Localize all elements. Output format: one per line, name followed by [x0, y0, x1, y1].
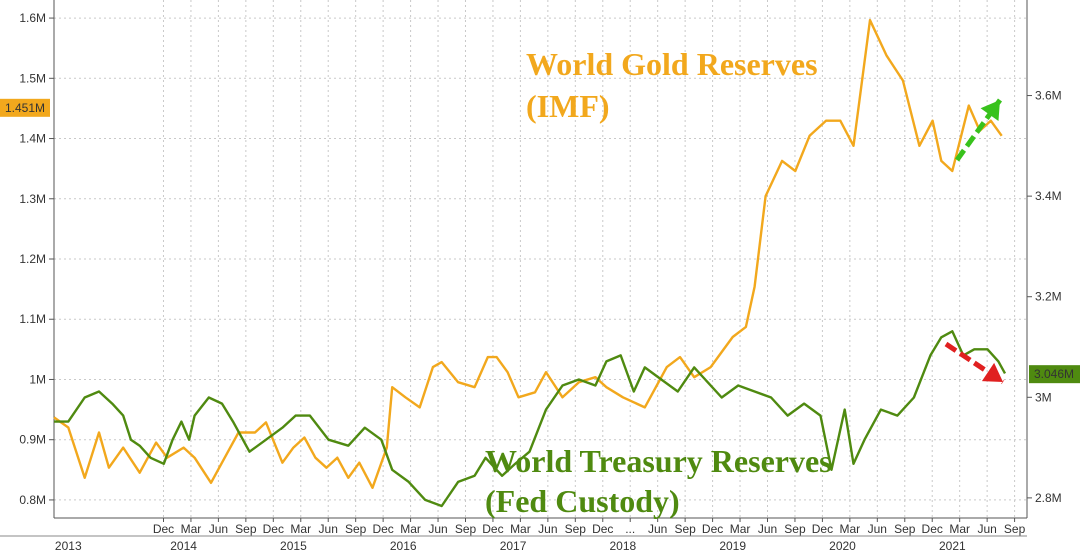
treasury-last-value-text: 3.046M: [1034, 367, 1074, 381]
x-tick-label: Sep: [674, 522, 696, 536]
treasury-reserves-line: [54, 330, 1007, 508]
x-tick-label: Jun: [209, 522, 228, 536]
x-tick-label: Sep: [894, 522, 916, 536]
x-tick-label: Dec: [153, 522, 174, 536]
x-year-label: 2021: [939, 539, 966, 553]
gold-reserves-line: [53, 18, 1003, 489]
x-tick-label: Jun: [977, 522, 996, 536]
x-tick-label: Jun: [319, 522, 338, 536]
x-tick-label: Mar: [840, 522, 861, 536]
x-year-label: 2014: [170, 539, 197, 553]
x-year-label: 2020: [829, 539, 856, 553]
gold-annotation-line2: (IMF): [526, 88, 610, 124]
x-tick-label: Sep: [565, 522, 587, 536]
x-tick-label: Sep: [1004, 522, 1026, 536]
right-tick-label: 3.2M: [1035, 290, 1062, 304]
left-tick-label: 0.9M: [19, 433, 46, 447]
left-axis-ticks: 0.8M 0.9M 1M 1.1M 1.2M 1.3M 1.4M 1.5M 1.6M: [19, 11, 54, 507]
gridlines: [54, 0, 1027, 518]
x-tick-label: Jun: [868, 522, 887, 536]
right-tick-label: 3M: [1035, 390, 1052, 404]
x-tick-label: ...: [625, 522, 635, 536]
x-tick-label: Jun: [758, 522, 777, 536]
x-tick-label: Jun: [538, 522, 557, 536]
left-tick-label: 1.3M: [19, 192, 46, 206]
x-tick-label: Sep: [455, 522, 477, 536]
left-tick-label: 1.2M: [19, 252, 46, 266]
up-arrow-head: [980, 100, 1000, 122]
left-tick-label: 1.5M: [19, 71, 46, 85]
gold-last-value-text: 1.451M: [5, 101, 45, 115]
left-tick-label: 1M: [29, 372, 46, 386]
x-year-label: 2015: [280, 539, 307, 553]
x-year-label: 2017: [500, 539, 527, 553]
x-year-label: 2016: [390, 539, 417, 553]
right-tick-label: 2.8M: [1035, 491, 1062, 505]
gold-annotation-line1: World Gold Reserves: [526, 46, 818, 82]
treasury-annotation-line1: World Treasury Reserves: [485, 443, 832, 479]
right-tick-label: 3.4M: [1035, 189, 1062, 203]
x-tick-label: Sep: [235, 522, 257, 536]
left-tick-label: 1.6M: [19, 11, 46, 25]
x-tick-label: Mar: [290, 522, 311, 536]
x-tick-label: Dec: [812, 522, 833, 536]
x-tick-label: Dec: [263, 522, 284, 536]
x-tick-label: Mar: [400, 522, 421, 536]
x-tick-label: Dec: [702, 522, 723, 536]
x-tick-label: Jun: [428, 522, 447, 536]
x-tick-label: Dec: [922, 522, 943, 536]
x-tick-label: Dec: [592, 522, 613, 536]
left-tick-label: 0.8M: [19, 493, 46, 507]
treasury-last-value-badge: [1029, 365, 1080, 384]
x-tick-label: Mar: [181, 522, 202, 536]
x-axis-ticks: Dec Mar Jun Sep Dec Mar Jun Sep Dec Mar Jun Sep Dec M…: [55, 518, 1026, 553]
axes: [0, 0, 1028, 537]
x-tick-label: Sep: [345, 522, 367, 536]
x-year-label: 2013: [55, 539, 82, 553]
x-tick-label: Dec: [372, 522, 393, 536]
x-tick-label: Sep: [784, 522, 806, 536]
x-year-label: 2018: [610, 539, 637, 553]
last-value-badges: 1.451M 3.046M: [0, 98, 1080, 384]
x-tick-label: Dec: [482, 522, 503, 536]
right-axis-ticks: 2.8M 3M 3.2M 3.4M 3.6M: [1027, 89, 1062, 505]
x-tick-label: Mar: [510, 522, 531, 536]
x-tick-label: Mar: [730, 522, 751, 536]
left-tick-label: 1.4M: [19, 132, 46, 146]
x-tick-label: Jun: [648, 522, 667, 536]
x-tick-label: Mar: [949, 522, 970, 536]
gold-last-value-badge: [0, 98, 50, 117]
x-year-label: 2019: [719, 539, 746, 553]
treasury-annotation-line2: (Fed Custody): [485, 483, 680, 519]
left-tick-label: 1.1M: [19, 312, 46, 326]
right-tick-label: 3.6M: [1035, 89, 1062, 103]
series-layer: [53, 18, 1007, 508]
down-arrow-head: [981, 362, 1003, 382]
trend-arrows: [944, 98, 1005, 385]
